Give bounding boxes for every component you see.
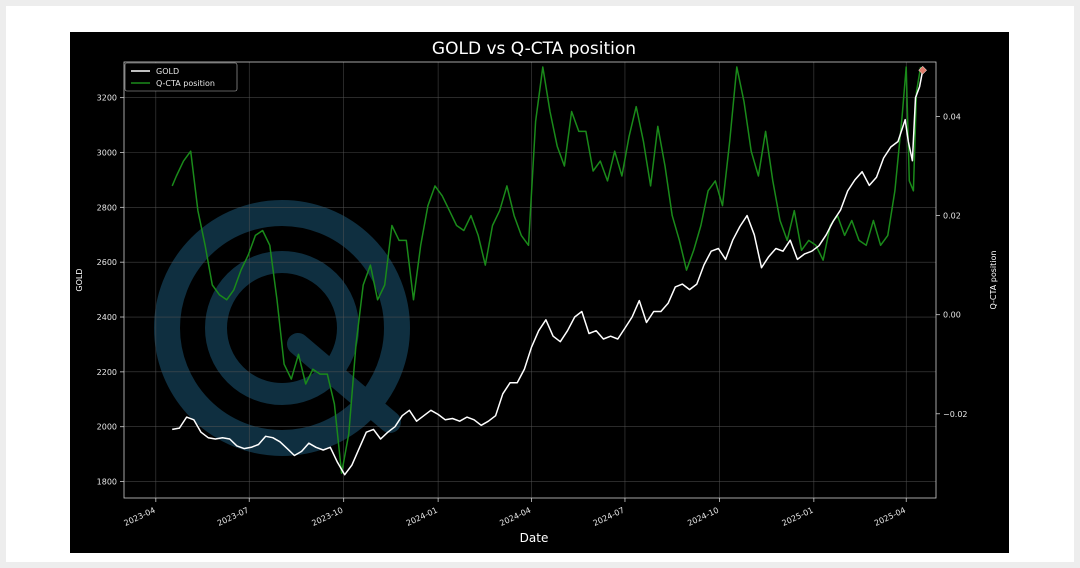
left-tick-label: 2200 xyxy=(97,368,117,377)
left-y-axis: 1800 2000 2200 2400 2600 2800 3000 3200 xyxy=(97,94,124,487)
x-tick-label: 2024-01 xyxy=(405,506,439,528)
x-tick-label: 2025-04 xyxy=(873,506,907,528)
left-tick-label: 2800 xyxy=(97,203,117,212)
left-tick-label: 3000 xyxy=(97,148,117,157)
gold-price-line xyxy=(172,70,924,476)
right-tick-label: 0.02 xyxy=(943,212,961,221)
left-tick-label: 2000 xyxy=(97,423,117,432)
legend-label-cta: Q-CTA position xyxy=(156,79,215,88)
cta-position-line xyxy=(171,66,922,474)
x-tick-label: 2024-07 xyxy=(592,506,626,528)
chart-figure: 1800 2000 2200 2400 2600 2800 3000 3200 −0.02 0.… xyxy=(70,32,1009,553)
legend-label-gold: GOLD xyxy=(156,67,179,76)
latest-value-marker xyxy=(918,65,928,75)
x-tick-label: 2023-10 xyxy=(310,506,344,528)
q-logo-watermark xyxy=(154,200,410,456)
gold-vs-cta-chart: 1800 2000 2200 2400 2600 2800 3000 3200 −0.02 0.… xyxy=(75,39,998,545)
grid-lines xyxy=(124,62,936,498)
legend: GOLD Q-CTA position xyxy=(124,62,238,92)
x-tick-label: 2025-01 xyxy=(781,506,815,528)
right-tick-label: 0.00 xyxy=(943,311,961,320)
right-tick-label: 0.04 xyxy=(943,113,961,122)
plot-frame xyxy=(123,61,937,499)
left-tick-label: 2600 xyxy=(97,258,117,267)
left-tick-label: 1800 xyxy=(97,478,117,487)
x-tick-label: 2024-04 xyxy=(498,506,532,528)
x-tick-label: 2023-07 xyxy=(216,506,250,528)
right-y-axis-label: Q-CTA position xyxy=(989,251,998,310)
x-tick-label: 2024-10 xyxy=(686,506,720,528)
chart-title: GOLD vs Q-CTA position xyxy=(432,39,636,59)
left-tick-label: 3200 xyxy=(97,94,117,103)
x-tick-label: 2023-04 xyxy=(123,506,157,528)
x-axis: 2023-04 2023-07 2023-10 2024-01 2024-04 2024-… xyxy=(123,498,907,528)
x-axis-label: Date xyxy=(520,531,549,545)
right-tick-label: −0.02 xyxy=(943,410,968,419)
left-y-axis-label: GOLD xyxy=(75,268,84,291)
left-tick-label: 2400 xyxy=(97,313,117,322)
right-y-axis: −0.02 0.00 0.02 0.04 xyxy=(936,113,968,419)
